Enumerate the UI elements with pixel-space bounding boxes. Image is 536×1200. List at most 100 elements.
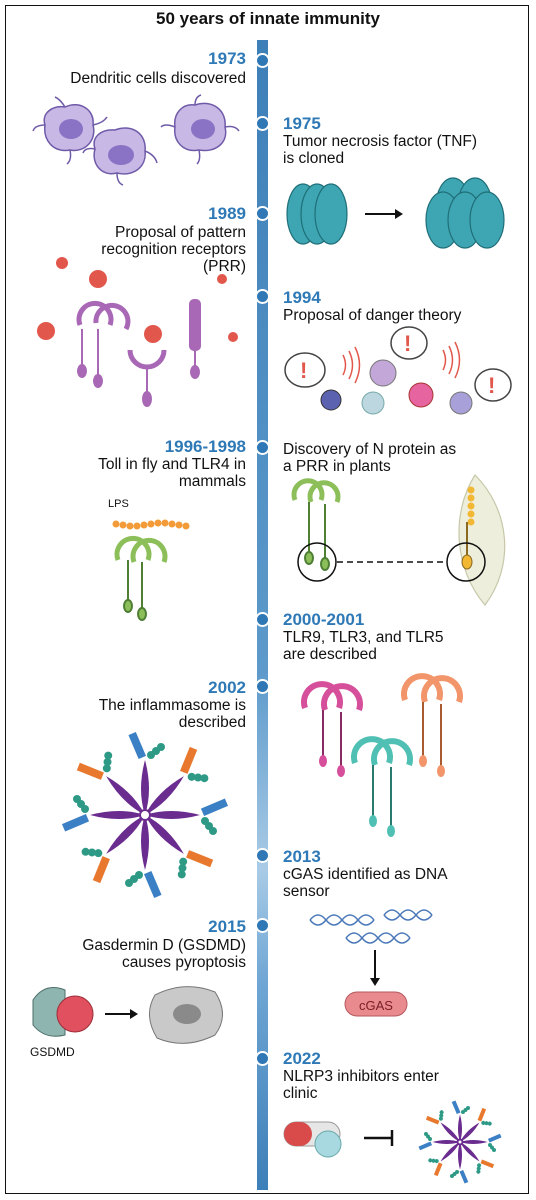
alarm-speech-bubbles [284,326,512,402]
tir-domains [319,755,445,837]
asc-speck [484,1121,489,1126]
timeline-dot-1973 [255,53,270,68]
pathogen-dots [37,257,238,343]
inflammasome-arm [145,811,200,819]
gsdmd-illustration [32,986,223,1044]
arrow-icon [105,1009,138,1019]
inflammasome-filament [433,1162,443,1177]
event-year-1973: 1973 [208,49,246,68]
event-year-2015: 2015 [208,917,246,936]
asc-speck [439,1113,444,1118]
asc-speck [194,773,203,782]
tlr-ectodomains [301,673,463,766]
event-text-1989: Proposal of pattern recognition receptor… [101,224,246,275]
svg-text:!: ! [404,331,411,356]
timeline-dot-2013 [255,848,270,863]
cgas-illustration [309,909,433,1017]
zoom-circle-right [446,542,486,582]
timeline-dot-1975 [255,116,270,131]
inflammasome-filament [92,856,110,884]
timeline-dot-1996 [255,440,270,455]
asc-speck [125,879,133,887]
event-text-2013: cGAS identified as DNA sensor [283,866,448,900]
inflammasome-arm [432,1140,460,1144]
inflammasome-filament [477,1107,487,1122]
event-year-1989: 1989 [208,204,246,223]
inflammasome-hub [456,1138,464,1146]
inflammasome-filament [61,814,90,832]
inflammasome-arm [458,1114,462,1142]
inflammasome-filament [200,798,229,816]
lps-label: LPS [108,498,129,510]
figure-title: 50 years of innate immunity [156,9,380,28]
inflammasome-filament [186,850,214,868]
leaf-icon [458,474,506,606]
asc-speck [428,1158,433,1163]
asc-speck [434,1159,439,1164]
timeline-dot-1989 [255,206,270,221]
inflammasome-filament [144,870,162,899]
asc-speck [476,1169,481,1174]
asc-speck [179,857,188,866]
inflammasome-arm [141,815,149,870]
timeline-dot-2022 [255,1051,270,1066]
event-text-1973: Dendritic cells discovered [70,70,246,87]
asc-speck [492,1148,496,1152]
lps-chain [112,519,190,530]
asc-speck [481,1120,486,1125]
n-protein-receptor [291,478,341,503]
timeline-dot-1994 [255,289,270,304]
tlr-receptors-illustration [301,673,463,837]
asc-speck [450,1174,454,1178]
inflammasome-arm [90,811,145,819]
inflammasome-arm [440,1142,460,1162]
tnf-trimer-illustration [286,177,505,249]
inhibition-icon [364,1130,394,1146]
gsdmd-c-terminal [56,995,94,1033]
event-year-2022: 2022 [283,1049,321,1068]
event-text-n-protein: Discovery of N protein as a PRR in plant… [283,441,457,475]
event-text-1996-1998: Toll in fly and TLR4 in mammals [98,456,246,490]
inflammasome-arm [460,1142,480,1162]
inflammasome-arm [145,776,184,815]
inflammasome-illustration [61,731,229,899]
asc-speck [477,1163,482,1168]
cgas-label: cGAS [359,998,393,1013]
dna-helix-icon [309,909,433,944]
asc-speck [187,772,196,781]
event-year-2000-2001: 2000-2001 [283,610,365,629]
asc-speck [178,864,187,873]
asc-speck [431,1158,436,1163]
inflammasome-arm [440,1122,460,1142]
event-year-1996-1998: 1996-1998 [164,437,246,456]
inflammasome-arm [460,1122,480,1142]
inflammasome-filament [451,1100,461,1115]
timeline-dot-2015 [255,918,270,933]
pill-icon [283,1121,342,1158]
inhibited-inflammasome [418,1100,502,1184]
inflammasome-filament [128,731,146,760]
asc-speck [439,1110,444,1115]
event-text-2022: NLRP3 inhibitors enter clinic [283,1068,439,1102]
danger-theory-illustration: !!! [284,326,512,415]
nlrp3-inhibitor-illustration [283,1100,502,1184]
asc-speck [157,743,165,751]
dendritic-cell-3 [160,94,240,165]
inflammasome-arm [458,1142,462,1170]
arrow-down-icon [370,950,380,986]
svg-text:!: ! [300,358,307,383]
arrow-icon [365,209,403,219]
gsdmd-label: GSDMD [30,1045,75,1059]
asc-speck [209,827,217,835]
inflammasome-arm [460,1140,488,1144]
asc-speck [476,1166,481,1171]
cgas-badge [344,991,408,1017]
prr-illustration [37,257,238,407]
timeline-dot-2002 [255,679,270,694]
asc-speck [487,1121,492,1126]
event-text-2015: Gasdermin D (GSDMD) causes pyroptosis [82,937,246,971]
inflammasome-hub [139,809,151,821]
asc-speck [466,1106,470,1110]
tnf-monomers [286,183,348,245]
inflammasome-filament [76,762,104,780]
